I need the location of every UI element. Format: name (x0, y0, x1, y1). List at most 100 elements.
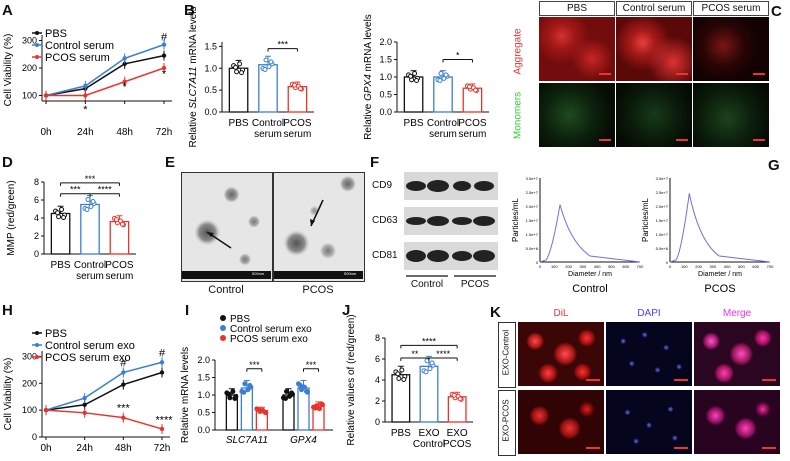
data-point (122, 61, 127, 67)
y-axis-label: Relative mRNA levels (180, 347, 191, 443)
sig-star: * (162, 69, 167, 81)
nta-label: PCOS (704, 283, 735, 295)
sig-label: *** (249, 360, 260, 370)
x-tick-label: serum (284, 129, 312, 140)
nta-curve (539, 204, 641, 263)
tem-image-pcos (273, 172, 365, 282)
series-line (45, 43, 165, 97)
y-tick-label: 1.0 (197, 390, 210, 400)
data-point (472, 87, 478, 93)
data-point (399, 367, 405, 373)
x-tick-label: 0h (40, 127, 51, 138)
data-point (113, 217, 119, 223)
panel-label: F (370, 154, 380, 171)
dapi-image-pcos (606, 390, 692, 454)
bar (447, 396, 467, 423)
sig-hash: # (120, 358, 127, 370)
y-tick-label: 0.5 (379, 90, 392, 100)
x-tick-label: 300 (580, 264, 587, 269)
data-point (161, 42, 167, 47)
merge-image-pcos (694, 390, 780, 454)
x-tick-label: 72h (156, 127, 173, 138)
x-tick-label: 100 (681, 264, 688, 269)
y-tick-label: 8 (375, 333, 380, 343)
x-tick-label: 700 (767, 264, 774, 269)
sig-star: * (123, 81, 128, 93)
data-point (262, 66, 268, 72)
sig-label: ** (411, 349, 419, 359)
x-tick-label: 24h (76, 443, 93, 454)
scale-label: 500nm (344, 271, 357, 276)
panel-b: B 0.0 0.5 1.0 1.5 Relative SLC7A11 mRNA leve… (182, 0, 502, 150)
data-point (83, 83, 88, 89)
data-point (245, 387, 251, 393)
sig-star: * (83, 104, 88, 116)
x-tick-label: serum (254, 129, 282, 140)
data-point (234, 69, 240, 75)
panel-g: G 0 5.0e+6 1.0e+7 1.5e+7 2.0e+7 2.5e+7 3.0e+7 0… (500, 152, 790, 302)
data-point (119, 221, 125, 227)
legend-marker (35, 55, 39, 59)
aggregate-image-pbs (539, 17, 615, 81)
x-tick-label: EXO (447, 428, 468, 439)
band (406, 181, 426, 191)
data-point (232, 396, 238, 401)
column-header-merge: Merge (722, 308, 752, 319)
column-header: PBS (539, 1, 615, 16)
x-tick-label: 300 (710, 264, 717, 269)
scale-bar (586, 379, 600, 381)
band (406, 250, 426, 262)
legend-marker (220, 315, 226, 321)
band-label-cd63: CD63 (372, 215, 398, 226)
legend-marker (35, 31, 39, 35)
data-point (268, 59, 274, 65)
data-point (266, 64, 272, 70)
sig-hash: # (161, 32, 168, 44)
y-axis-label: Cell Viability (%) (3, 34, 14, 107)
nta-curve (669, 193, 771, 263)
merge-image-control (694, 322, 780, 386)
data-point (61, 215, 67, 221)
data-point (291, 82, 297, 88)
y-axis-label: Cell Viability (%) (3, 358, 14, 431)
data-point (122, 56, 127, 61)
panel-label: A (2, 2, 13, 19)
x-tick-label: 48h (115, 443, 132, 454)
x-tick-label: PCOS (458, 118, 487, 129)
data-point (159, 370, 165, 375)
data-point (298, 382, 303, 388)
scale-bar (182, 271, 271, 279)
y-tick-label: 0.0 (204, 107, 217, 117)
aggregate-image-pcos (693, 17, 769, 81)
data-point (317, 406, 322, 412)
data-point (457, 396, 463, 402)
data-point (88, 203, 94, 209)
data-point (43, 407, 49, 413)
y-tick-label: 3.0e+7 (656, 176, 669, 181)
band (406, 217, 426, 225)
data-point (85, 197, 91, 203)
row-label-exo-control (498, 322, 516, 388)
legend-label: PCOS serum (45, 52, 110, 64)
y-tick-label: 0.0 (379, 107, 392, 117)
panel-a: A 100 200 300 Cell Viability (%) 0h 24h 48h 72h… (0, 0, 182, 150)
x-tick-label: 500 (608, 264, 615, 269)
arrow-head (310, 219, 315, 226)
y-tick-label: 1.5 (204, 41, 217, 51)
dapi-image-control (606, 322, 692, 386)
tem-label-control: Control (208, 284, 244, 296)
y-tick-label: 2.0e+7 (656, 204, 669, 209)
panel-c: C PBS Control serum PCOS serum Aggregate… (503, 0, 790, 150)
data-point (226, 391, 232, 397)
y-axis-label: Relative values of (red/green) (346, 314, 357, 445)
series-line (45, 409, 163, 430)
panel-label: E (165, 154, 176, 171)
bar (419, 365, 439, 423)
data-point (443, 72, 449, 78)
y-tick-label: 2.0e+7 (526, 204, 539, 209)
sig-label: **** (436, 349, 451, 359)
legend-label: Control serum exo (230, 324, 312, 335)
data-point (395, 371, 401, 377)
band (473, 250, 495, 262)
data-point (230, 389, 236, 394)
